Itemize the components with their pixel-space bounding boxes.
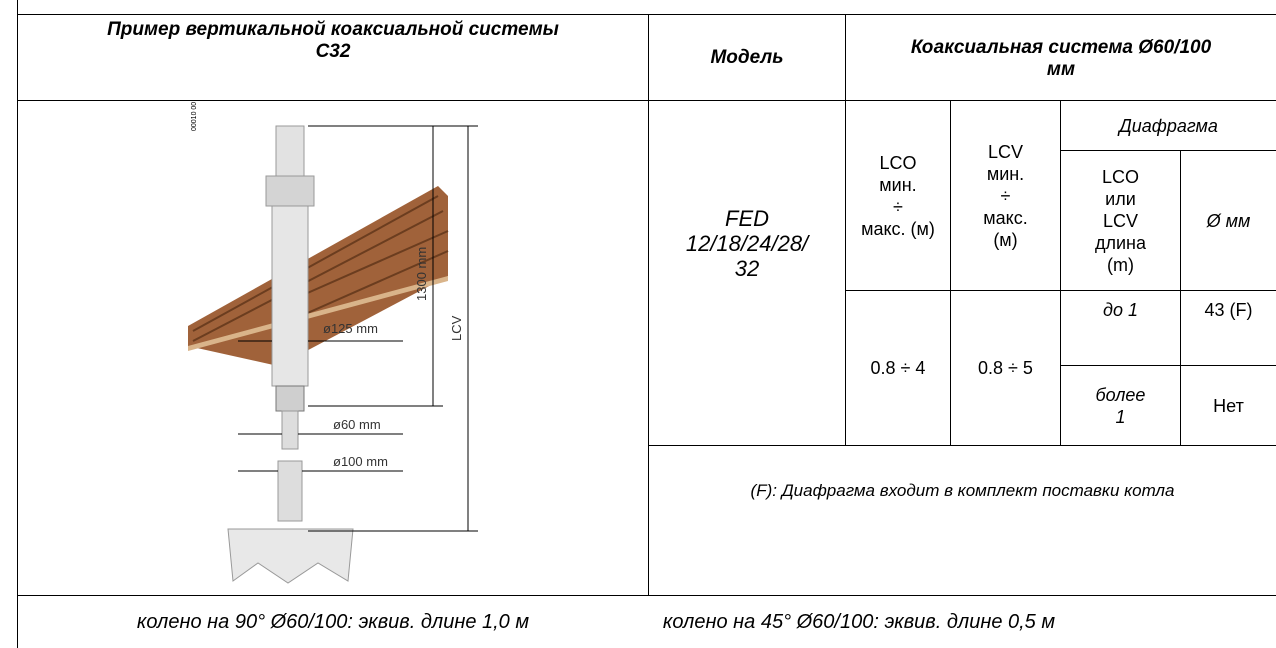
length-value: до 1	[1103, 300, 1138, 320]
border	[1060, 150, 1276, 151]
diam-head: Ø мм	[1206, 210, 1251, 231]
border	[1060, 100, 1061, 445]
model-name: FED 12/18/24/28/ 32	[685, 205, 809, 281]
pipe	[275, 385, 305, 412]
lcv-range: 0.8 ÷ 5	[978, 358, 1033, 378]
diagram-code: 00010 00	[191, 102, 198, 131]
header-model: Модель	[710, 46, 784, 68]
diagram-label: ø125 mm	[323, 321, 378, 336]
border	[648, 14, 649, 595]
diagram-label: LCV	[449, 315, 464, 341]
border	[648, 445, 1276, 446]
diagram: 00010 00 ø125 mm 1300 mm LCV ø60 mm ø100…	[188, 102, 478, 584]
pipe	[281, 410, 299, 450]
header-system: Коаксиальная система Ø60/100 мм	[910, 37, 1212, 80]
header-example: Пример вертикальной коаксиальной системы…	[107, 19, 559, 62]
border	[17, 14, 1276, 15]
diagram-label: ø100 mm	[333, 454, 388, 469]
border	[17, 100, 1276, 101]
border	[17, 0, 18, 648]
footer-elbow45: колено на 45° Ø60/100: эквив. длине 0,5 …	[662, 611, 1056, 633]
diam-value: Нет	[1213, 395, 1244, 416]
border	[1060, 365, 1276, 366]
pipe	[271, 205, 309, 387]
dimension-lines	[238, 125, 478, 532]
border	[1180, 150, 1181, 445]
lco-head: LCO мин. ÷ макс. (м)	[861, 152, 935, 239]
roof-edge	[188, 276, 448, 351]
border	[17, 595, 1276, 596]
boiler	[227, 528, 354, 584]
diam-value: 43 (F)	[1204, 300, 1253, 320]
lco-range: 0.8 ÷ 4	[870, 358, 926, 378]
border	[845, 14, 846, 445]
note: (F): Диафрагма входит в комплект поставк…	[750, 481, 1175, 500]
border	[950, 100, 951, 445]
length-value: более 1	[1095, 384, 1146, 427]
lcv-head: LCV мин. ÷ макс. (м)	[983, 141, 1028, 250]
footer-elbow90: колено на 90° Ø60/100: эквив. длине 1,0 …	[136, 611, 530, 633]
pipe	[277, 460, 303, 522]
pipe	[275, 125, 305, 182]
length-head: LCO или LCV длина (m)	[1094, 166, 1146, 275]
pipe	[265, 175, 315, 207]
diagram-label: ø60 mm	[333, 417, 381, 432]
diaphragm-head: Диафрагма	[1119, 115, 1218, 136]
diagram-label: 1300 mm	[414, 247, 429, 301]
